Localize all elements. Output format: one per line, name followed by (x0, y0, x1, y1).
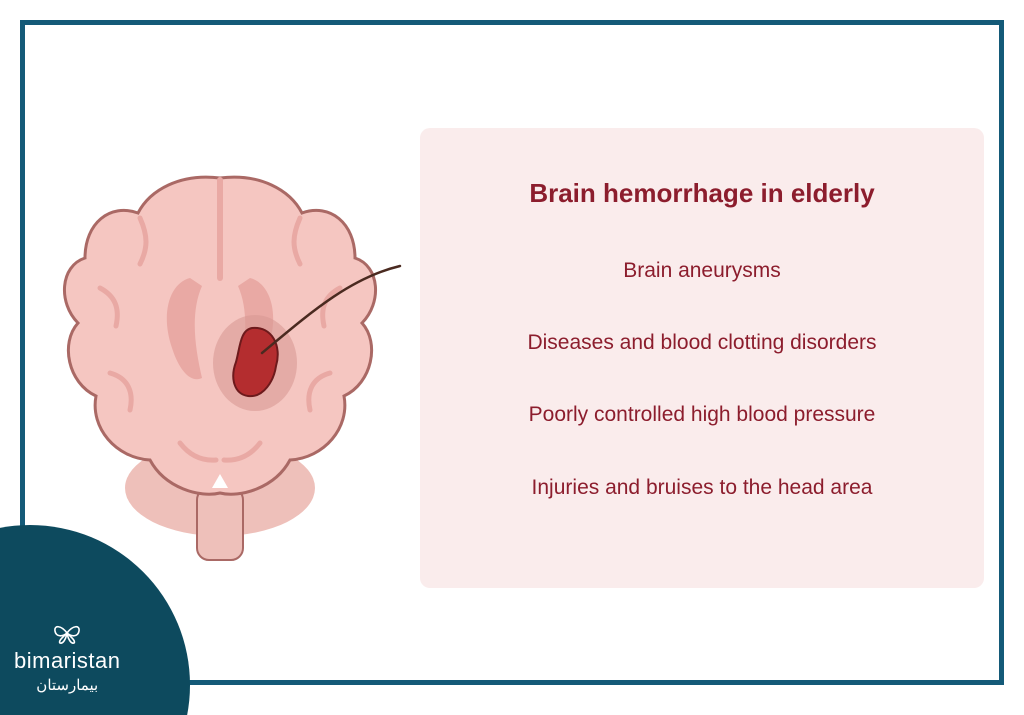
logo-content: bimaristan بيمارستان (14, 621, 120, 695)
info-item: Poorly controlled high blood pressure (529, 401, 876, 429)
logo-name-ar: بيمارستان (36, 676, 98, 696)
info-card: Brain hemorrhage in elderly Brain aneury… (420, 128, 984, 588)
logo-badge: bimaristan بيمارستان (0, 485, 230, 715)
butterfly-icon (51, 621, 83, 645)
info-title: Brain hemorrhage in elderly (529, 178, 874, 209)
info-item: Diseases and blood clotting disorders (527, 329, 876, 357)
info-item: Injuries and bruises to the head area (532, 474, 873, 502)
info-item: Brain aneurysms (623, 257, 781, 285)
info-list: Brain aneurysms Diseases and blood clott… (450, 257, 954, 548)
logo-name-en: bimaristan (14, 649, 120, 673)
